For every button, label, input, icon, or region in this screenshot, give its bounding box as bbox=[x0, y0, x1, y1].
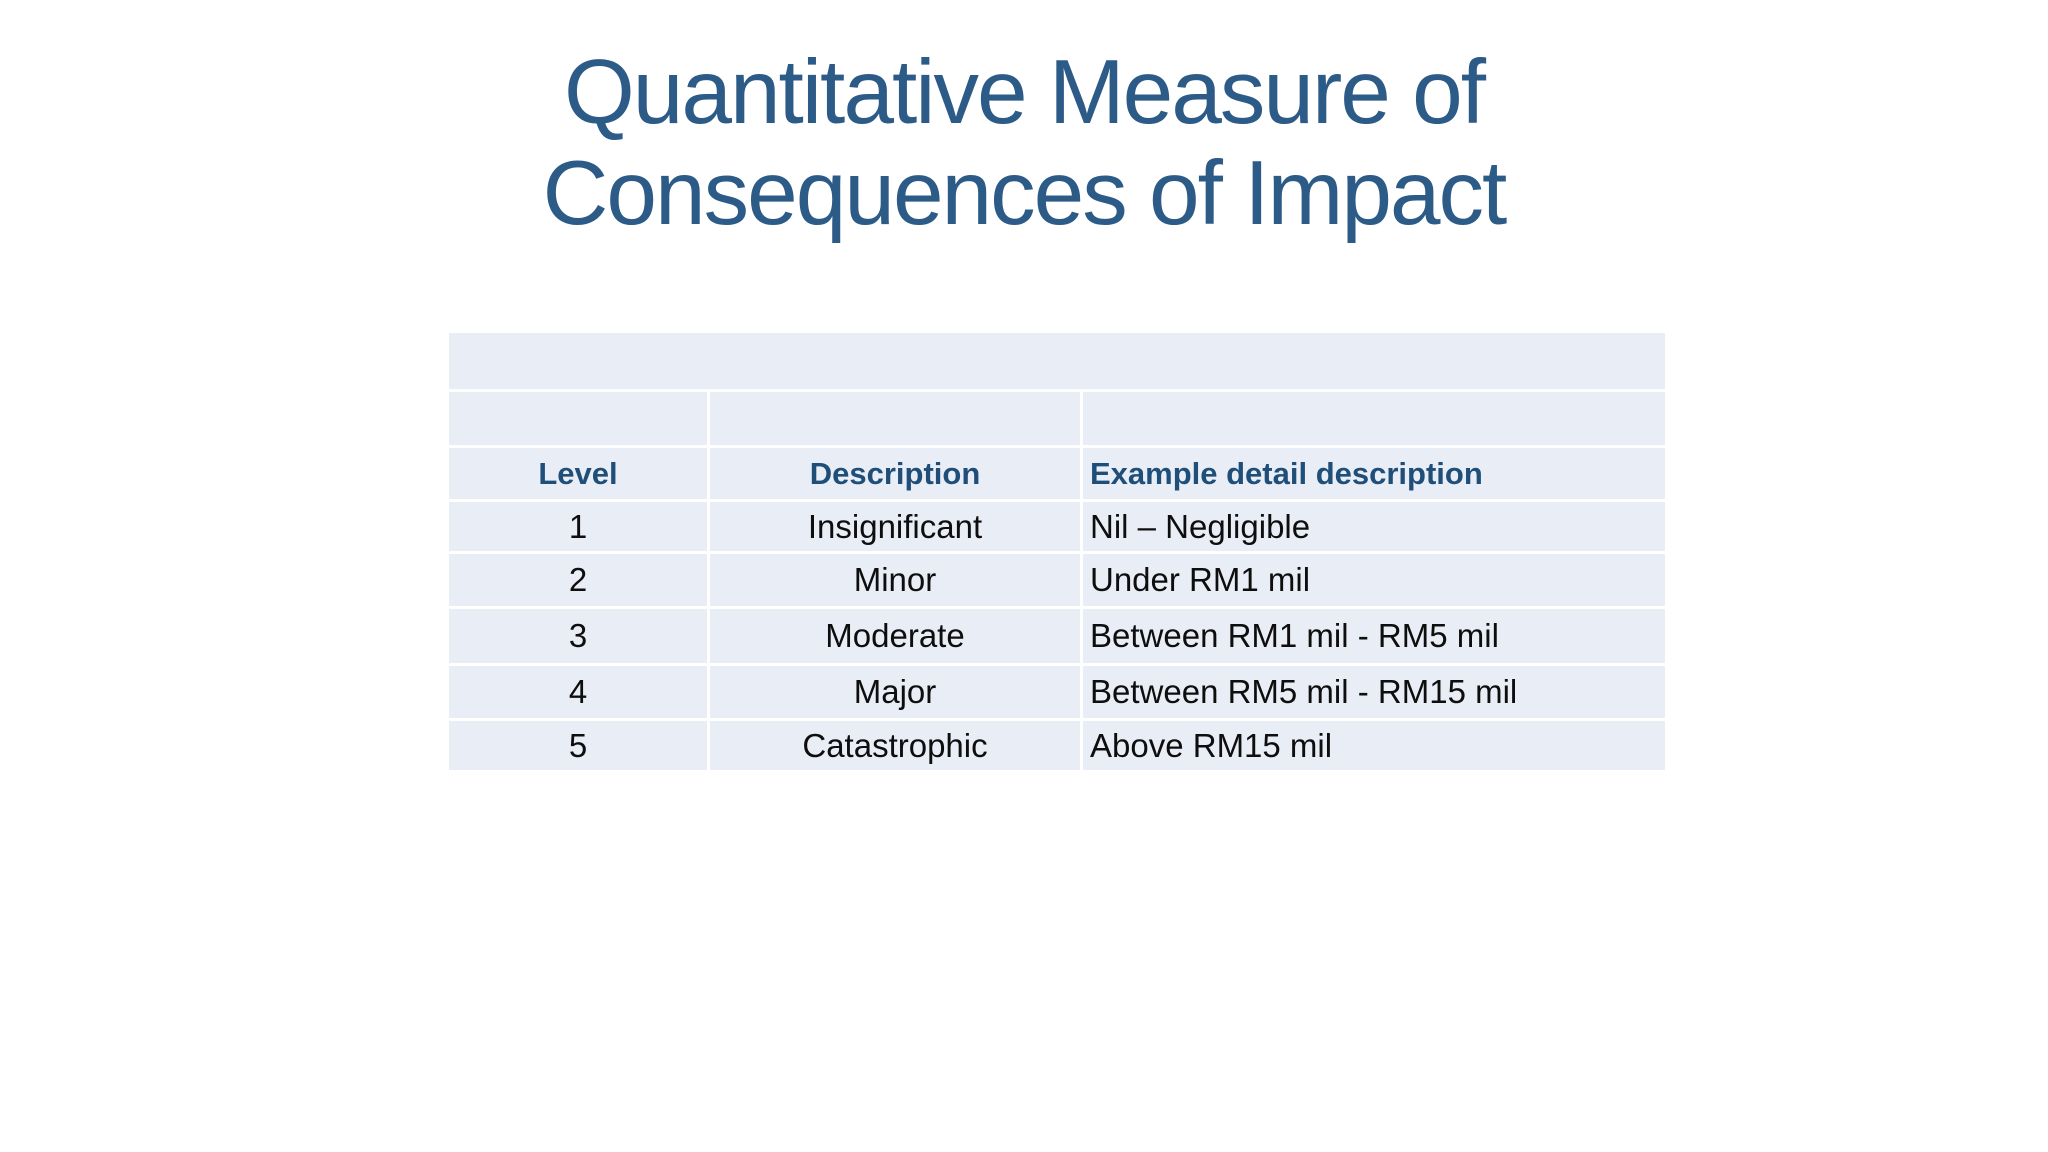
table-empty-cell bbox=[449, 392, 707, 445]
table-cell-example: Nil – Negligible bbox=[1083, 502, 1665, 551]
table-empty-cell bbox=[710, 392, 1080, 445]
table-cell-example: Above RM15 mil bbox=[1083, 721, 1665, 770]
table-cell-description: Insignificant bbox=[710, 502, 1080, 551]
table-cell-level: 2 bbox=[449, 554, 707, 606]
table-cell-example: Between RM1 mil - RM5 mil bbox=[1083, 609, 1665, 663]
table-banner-cell bbox=[449, 333, 1665, 389]
slide-title-line-2: Consequences of Impact bbox=[542, 143, 1508, 244]
table-cell-example: Under RM1 mil bbox=[1083, 554, 1665, 606]
table-header-example: Example detail description bbox=[1083, 448, 1665, 499]
slide-title: Quantitative Measure of Consequences of … bbox=[0, 42, 2048, 244]
table-cell-description: Catastrophic bbox=[710, 721, 1080, 770]
table-cell-level: 3 bbox=[449, 609, 707, 663]
table-cell-level: 4 bbox=[449, 666, 707, 718]
table-cell-example: Between RM5 mil - RM15 mil bbox=[1083, 666, 1665, 718]
table-cell-description: Minor bbox=[710, 554, 1080, 606]
slide-title-line-1: Quantitative Measure of bbox=[563, 42, 1486, 143]
table-header-description: Description bbox=[710, 448, 1080, 499]
table-cell-description: Major bbox=[710, 666, 1080, 718]
table-cell-level: 5 bbox=[449, 721, 707, 770]
table-cell-level: 1 bbox=[449, 502, 707, 551]
table-empty-cell bbox=[1083, 392, 1665, 445]
consequence-table: Level Description Example detail descrip… bbox=[449, 333, 1665, 770]
table-cell-description: Moderate bbox=[710, 609, 1080, 663]
table-header-level: Level bbox=[449, 448, 707, 499]
